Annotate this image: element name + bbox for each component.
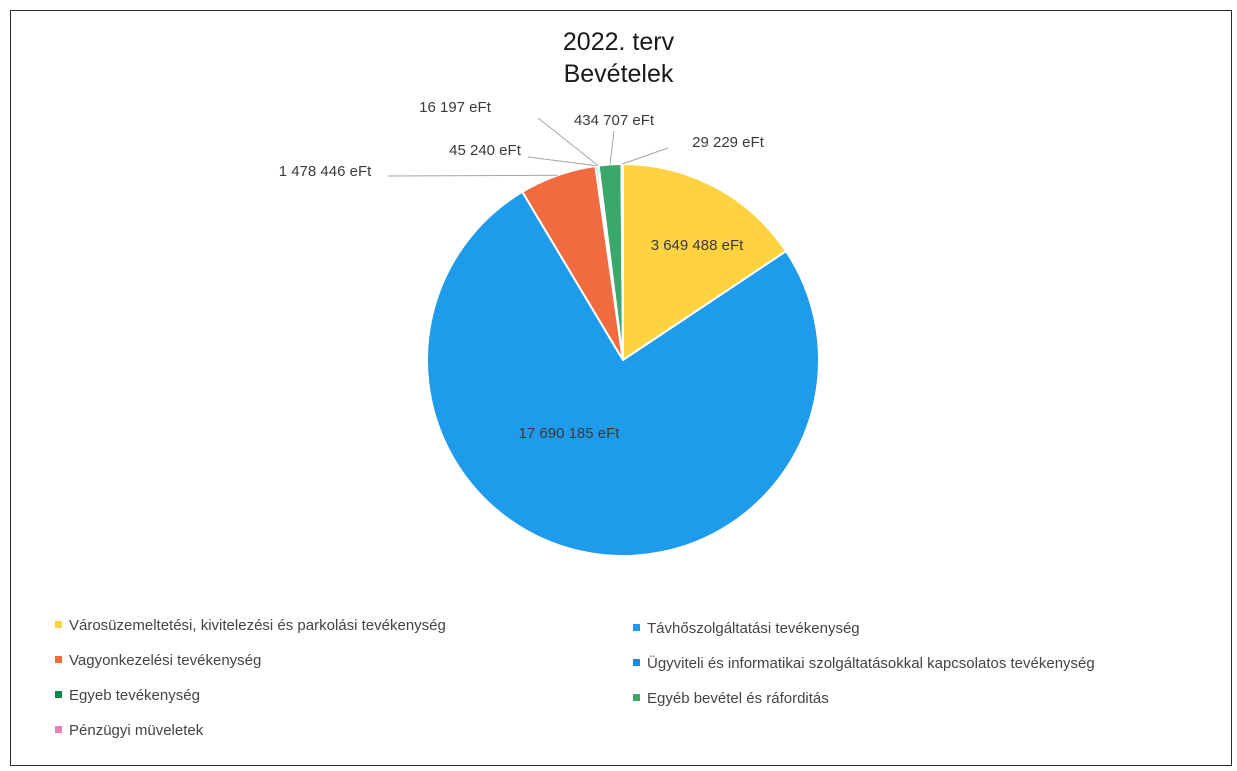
leader-line-ugyviteli: [527, 156, 597, 167]
legend-item-ugyviteli: Ügyviteli és informatikai szolgáltatások…: [633, 655, 1095, 672]
leader-line-egyeb-tevekenyseg: [537, 117, 599, 166]
legend-swatch: [633, 693, 640, 701]
legend-item-egyeb-bevetel: Egyéb bevétel és ráforditás: [633, 690, 829, 707]
data-label-egyeb-tevekenyseg: 16 197 eFt: [419, 99, 492, 116]
data-label-varosuzemeltetesi: 3 649 488 eFt: [651, 237, 744, 254]
legend-swatch: [55, 655, 62, 663]
data-label-penzugyi: 29 229 eFt: [692, 134, 765, 151]
legend-label: Pénzügyi müveletek: [69, 722, 204, 739]
chart-title: 2022. terv Bevételek: [0, 26, 1237, 90]
legend-label: Vagyonkezelési tevékenység: [69, 652, 262, 669]
data-label-vagyonkezelesi: 1 478 446 eFt: [279, 163, 372, 180]
legend-swatch: [55, 620, 62, 628]
data-label-tavhoszolgaltatasi: 17 690 185 eFt: [519, 425, 621, 442]
legend-item-vagyonkezelesi: Vagyonkezelési tevékenység: [55, 652, 261, 669]
legend-swatch: [55, 725, 62, 733]
legend-label: Városüzemeltetési, kivitelezési és parko…: [69, 617, 446, 634]
legend-swatch: [633, 623, 640, 631]
legend-label: Ügyviteli és informatikai szolgáltatások…: [647, 655, 1095, 672]
leader-line-egyeb-bevetel: [609, 130, 615, 165]
data-label-ugyviteli: 45 240 eFt: [449, 142, 522, 159]
legend-item-varosuzemeltetesi: Városüzemeltetési, kivitelezési és parko…: [55, 617, 446, 634]
legend-item-egyeb-tevekenyseg: Egyeb tevékenység: [55, 687, 200, 704]
chart-title-line1: 2022. terv: [562, 28, 675, 56]
leader-line-penzugyi: [622, 147, 669, 165]
leader-line-vagyonkezelesi: [387, 174, 558, 177]
legend-label: Távhőszolgáltatási tevékenység: [647, 620, 860, 637]
legend-label: Egyeb tevékenység: [69, 687, 200, 704]
legend-swatch: [633, 658, 640, 666]
data-label-egyeb-bevetel: 434 707 eFt: [574, 112, 655, 129]
legend-label: Egyéb bevétel és ráforditás: [647, 690, 829, 707]
legend-item-penzugyi: Pénzügyi müveletek: [55, 722, 203, 739]
legend-item-tavhoszolgaltatasi: Távhőszolgáltatási tevékenység: [633, 620, 860, 637]
chart-title-line2: Bevételek: [563, 60, 674, 88]
pie-slice-tavhoszolgaltatasi: [426, 190, 820, 557]
pie-slice-varosuzemeltetesi: [622, 162, 788, 362]
legend-swatch: [55, 690, 62, 698]
